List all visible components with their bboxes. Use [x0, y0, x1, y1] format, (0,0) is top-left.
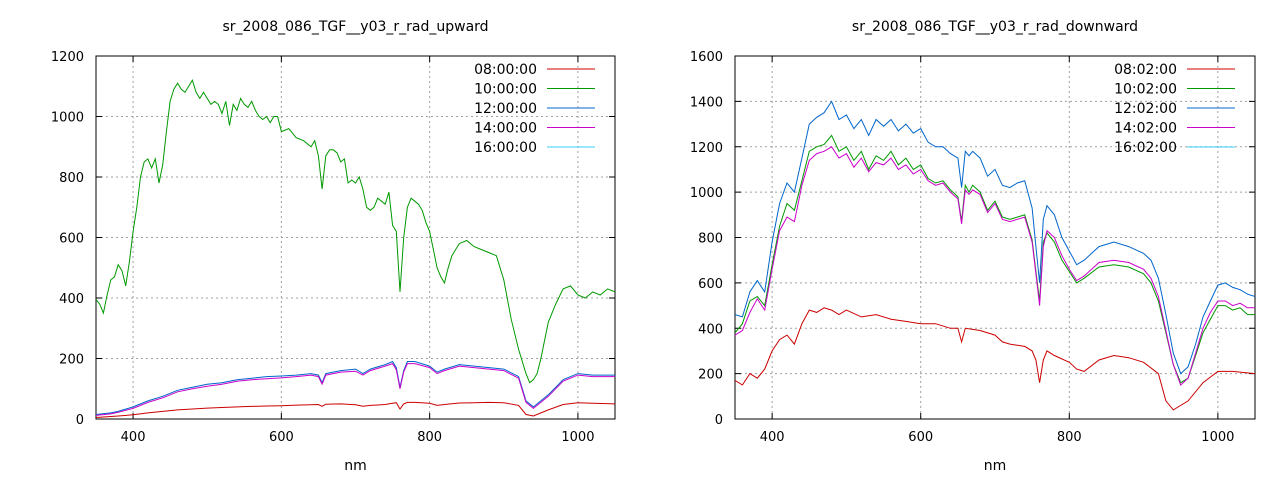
y-tick-label: 400 [59, 292, 84, 307]
x-tick-label: 600 [269, 430, 294, 445]
chart-title: sr_2008_086_TGF__y03_r_rad_upward [222, 19, 488, 35]
y-tick-label: 0 [715, 413, 723, 428]
chart-2: sr_2008_086_TGF__y03_r_rad_downward 400 60… [690, 19, 1256, 474]
legend-label: 08:00:00 [474, 62, 537, 78]
x-axis-label: nm [344, 458, 367, 474]
y-tick-label: 200 [698, 368, 723, 383]
y-tick-label: 1000 [690, 186, 723, 201]
y-tick-label: 200 [59, 353, 84, 368]
y-tick-label: 1200 [51, 50, 84, 65]
series-line-12-00-00 [96, 360, 615, 415]
legend-label: 12:02:00 [1114, 101, 1177, 117]
legend-label: 16:02:00 [1114, 140, 1177, 156]
series-line-14-00-00 [96, 362, 615, 416]
y-tick-label: 1200 [690, 141, 723, 156]
y-tick-label: 1600 [690, 50, 723, 65]
x-tick-label: 800 [417, 430, 442, 445]
y-tick-label: 800 [59, 171, 84, 186]
x-tick-label: 600 [908, 430, 933, 445]
y-tick-label: 800 [698, 232, 723, 247]
series-line-12-02-00 [735, 100, 1255, 375]
series-line-10-00-00 [96, 78, 615, 384]
legend-label: 08:02:00 [1114, 62, 1177, 78]
legend-label: 16:00:00 [474, 140, 537, 156]
x-tick-label: 1000 [1201, 430, 1234, 445]
chart-1: sr_2008_086_TGF__y03_r_rad_upward 400 600 8… [51, 19, 616, 474]
y-tick-label: 600 [59, 232, 84, 247]
x-axis-label: nm [984, 458, 1007, 474]
series-line-10-02-00 [735, 134, 1255, 384]
legend-label: 14:02:00 [1114, 121, 1177, 137]
x-tick-label: 400 [121, 430, 146, 445]
y-tick-label: 1000 [51, 111, 84, 126]
series-line-08-02-00 [735, 307, 1255, 411]
x-tick-label: 1000 [561, 430, 594, 445]
series-line-14-02-00 [735, 146, 1255, 386]
y-tick-label: 400 [698, 322, 723, 337]
x-tick-label: 400 [760, 430, 785, 445]
legend-label: 10:02:00 [1114, 82, 1177, 98]
series-line-08-00-00 [96, 401, 615, 418]
legend-label: 10:00:00 [474, 82, 537, 98]
y-tick-label: 1400 [690, 95, 723, 110]
x-tick-label: 800 [1057, 430, 1082, 445]
chart-title: sr_2008_086_TGF__y03_r_rad_downward [852, 19, 1138, 35]
legend-label: 14:00:00 [474, 121, 537, 137]
legend-label: 12:00:00 [474, 101, 537, 117]
y-tick-label: 600 [698, 277, 723, 292]
y-tick-label: 0 [76, 413, 84, 428]
